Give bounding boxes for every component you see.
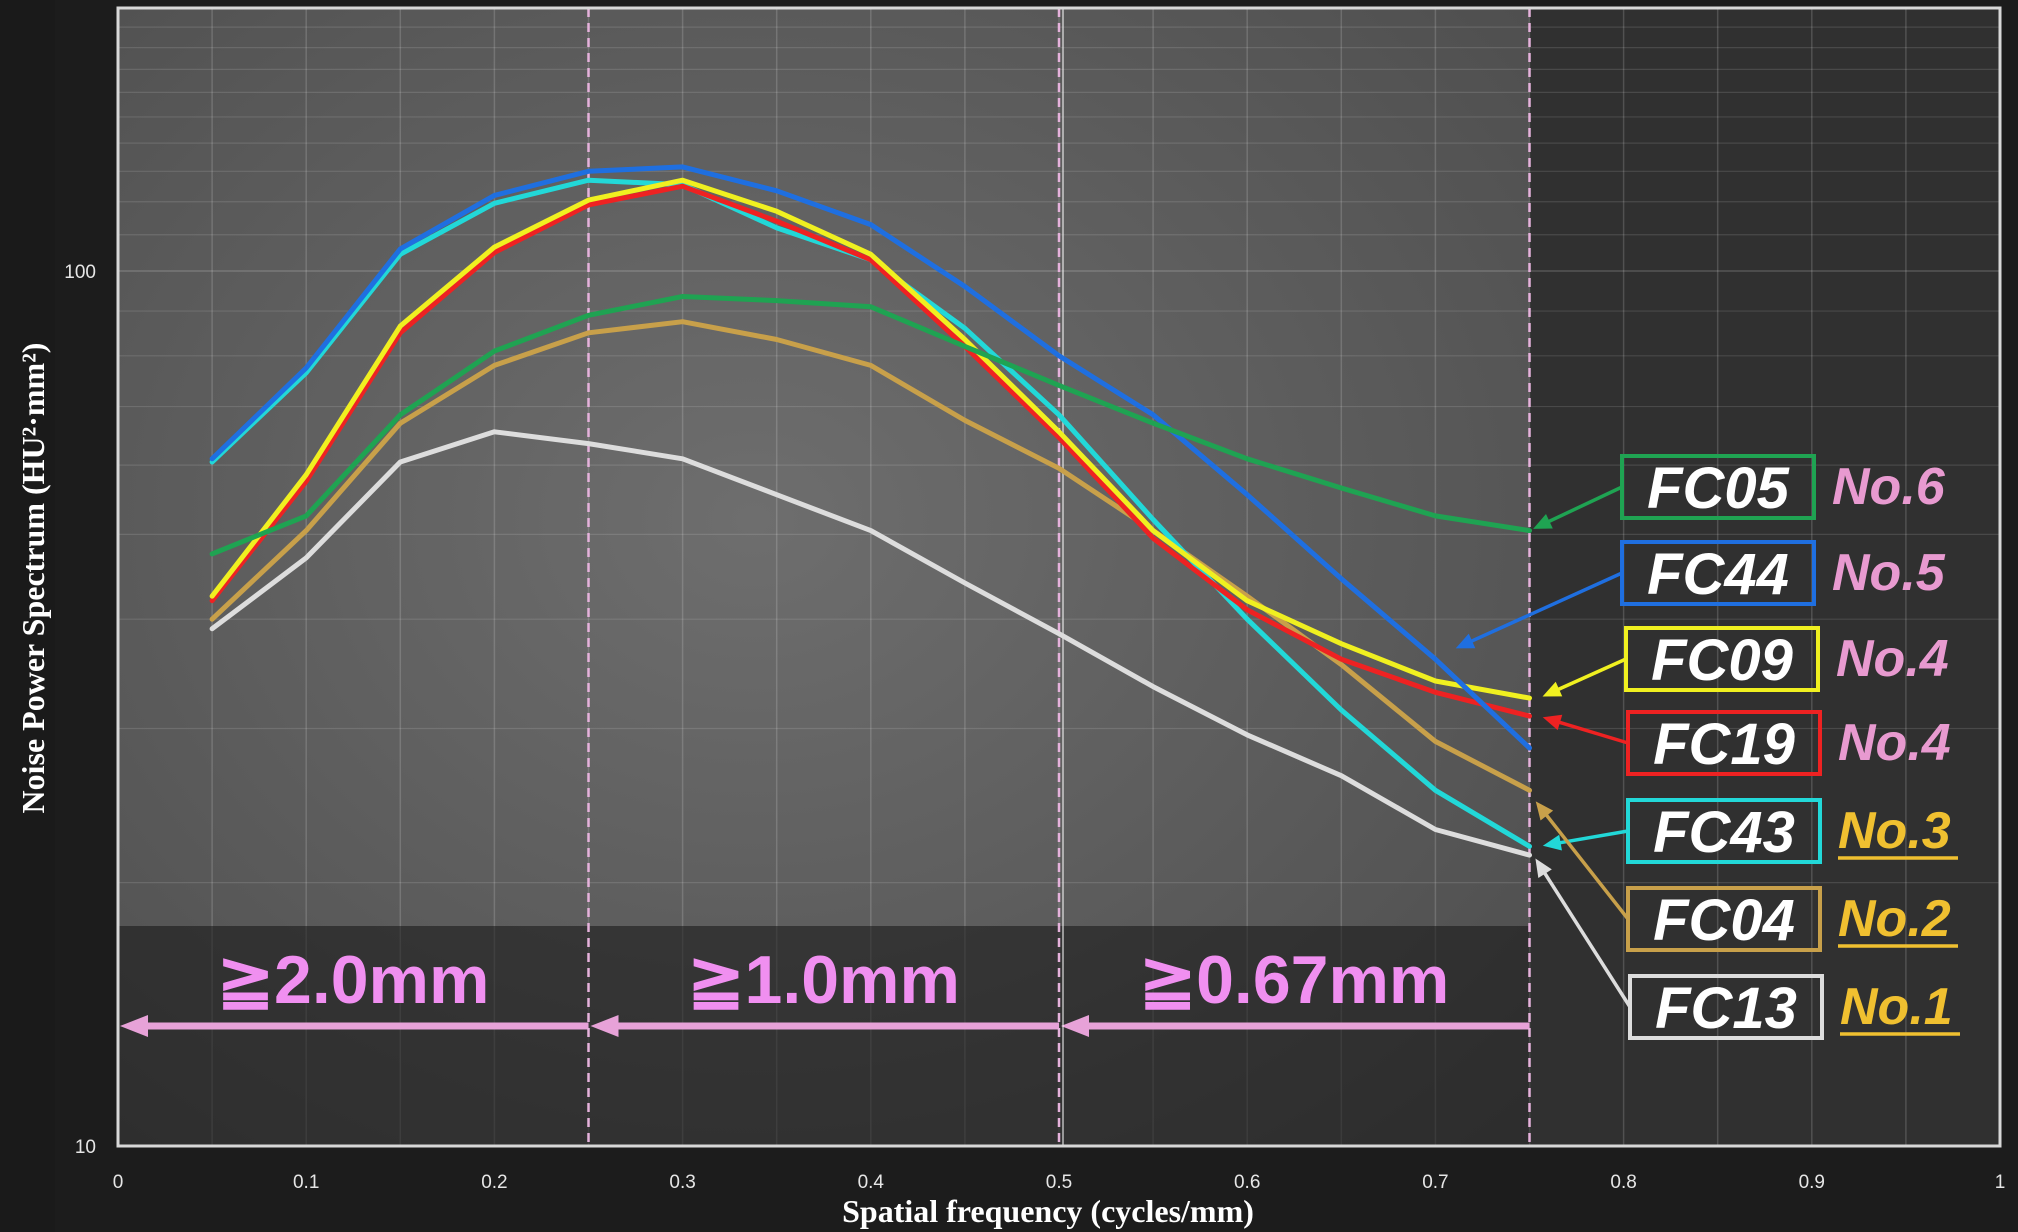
x-tick-label: 0.8 <box>1610 1172 1636 1193</box>
zone-band-bg <box>118 926 1530 1146</box>
series-name: FC13 <box>1655 976 1797 1041</box>
x-tick-label: 0 <box>113 1172 124 1193</box>
series-label-fc05: FC05 No.6 <box>1533 454 1946 529</box>
series-name: FC43 <box>1653 800 1795 865</box>
x-tick-label: 0.5 <box>1046 1172 1072 1193</box>
series-rank: No.6 <box>1832 458 1946 516</box>
y-tick-label: 10 <box>75 1137 96 1158</box>
series-line-fc19 <box>209 183 1532 719</box>
series-rank: No.4 <box>1838 714 1951 772</box>
label-pointer-head <box>1535 801 1554 821</box>
label-pointer <box>1541 869 1632 1008</box>
label-pointer-head <box>1542 834 1562 851</box>
series-name: FC44 <box>1647 542 1789 607</box>
series-label-fc04: FC04 No.2 <box>1535 801 1958 953</box>
series-name: FC09 <box>1651 628 1793 693</box>
zone-arrowhead <box>1061 1015 1089 1037</box>
series-name: FC19 <box>1653 712 1795 777</box>
series-line-fc44 <box>209 164 1532 751</box>
series-rank: No.3 <box>1838 802 1951 860</box>
zone-label: ≧2.0mm <box>217 942 489 1018</box>
label-pointer <box>1554 657 1627 693</box>
plot-border <box>116 6 2002 1148</box>
x-tick-label: 0.4 <box>858 1172 885 1193</box>
series-label-fc19: FC19 No.4 <box>1542 710 1951 777</box>
zone-arrowhead <box>590 1015 619 1037</box>
x-tick-label: 0.3 <box>669 1172 695 1193</box>
label-pointer-head <box>1455 633 1476 649</box>
axes: 0 0.1 0.2 0.3 0.4 0.5 0.6 0.7 0.8 0.9 1 10 100 <box>64 6 2006 1193</box>
series-label-fc43: FC43 No.3 <box>1542 798 1958 865</box>
series-rank: No.1 <box>1840 978 1953 1036</box>
x-axis-title: Spatial frequency (cycles/mm) <box>842 1193 1254 1229</box>
series-lines <box>209 164 1532 858</box>
zone-arrowhead <box>120 1015 148 1037</box>
zone-band: ≧2.0mm ≧1.0mm ≧0.67mm <box>118 8 1531 1146</box>
label-pointer <box>1542 811 1630 921</box>
label-pointer <box>1545 485 1623 525</box>
series-rank: No.4 <box>1836 630 1949 688</box>
label-pointer <box>1555 719 1629 745</box>
series-rank: No.2 <box>1838 890 1951 948</box>
zone-label: ≧0.67mm <box>1139 942 1449 1018</box>
series-labels: FC05 No.6 FC44 No.5 FC09 No.4 FC19 No.4 FC43 No.3… <box>1455 454 1960 1041</box>
label-pointer <box>1467 571 1623 645</box>
series-line-fc05 <box>209 294 1532 557</box>
y-axis-title: Noise Power Spectrum (HU²·mm²) <box>15 343 51 814</box>
x-tick-label: 0.6 <box>1234 1172 1260 1193</box>
series-rank: No.5 <box>1832 544 1946 602</box>
zone-label: ≧1.0mm <box>688 942 960 1018</box>
x-tick-label: 0.1 <box>293 1172 319 1193</box>
label-pointer-head <box>1542 714 1563 731</box>
x-tick-label: 0.9 <box>1799 1172 1825 1193</box>
label-pointer-head <box>1542 681 1563 697</box>
series-line-fc09 <box>209 177 1532 701</box>
x-tick-label: 1 <box>1995 1172 2006 1193</box>
series-name: FC05 <box>1647 456 1790 521</box>
x-tick-label: 0.7 <box>1422 1172 1448 1193</box>
series-label-fc09: FC09 No.4 <box>1542 626 1949 697</box>
label-pointer-head <box>1535 858 1552 878</box>
series-label-fc44: FC44 No.5 <box>1455 540 1946 649</box>
series-line-fc13 <box>209 429 1532 858</box>
series-label-fc13: FC13 No.1 <box>1535 858 1960 1041</box>
series-name: FC04 <box>1653 888 1795 953</box>
label-pointer-head <box>1533 514 1553 529</box>
y-tick-label: 100 <box>64 262 96 283</box>
x-tick-label: 0.2 <box>481 1172 507 1193</box>
